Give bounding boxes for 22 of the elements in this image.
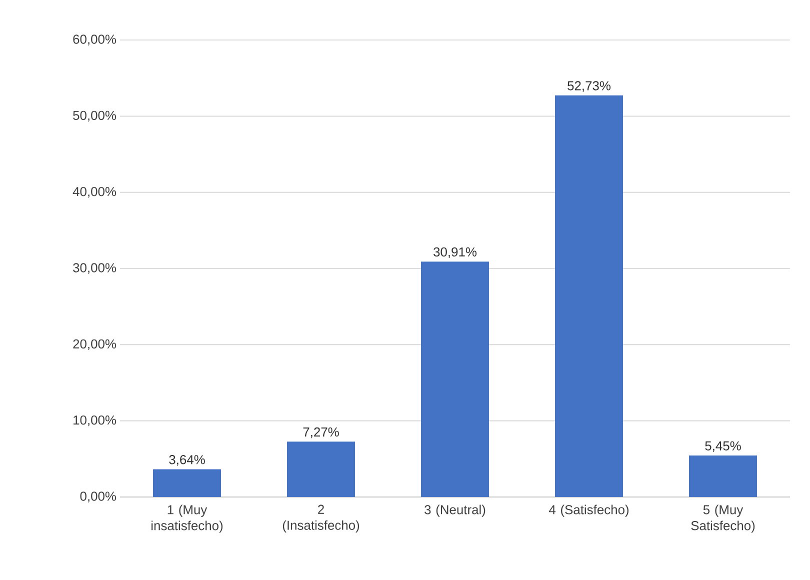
- x-tick-label: 1 (Muy insatisfecho): [152, 504, 223, 533]
- bar: [555, 95, 624, 497]
- y-tick-label: 60,00%: [73, 34, 116, 46]
- y-tick-label: 10,00%: [74, 415, 116, 426]
- data-label: 7,27%: [303, 427, 339, 438]
- y-tick-label: 40,00%: [72, 186, 116, 198]
- data-label: 3,64%: [169, 455, 205, 466]
- bar: [153, 469, 221, 497]
- x-tick-label: 3 (Neutral): [424, 504, 486, 517]
- bar: [421, 262, 490, 497]
- bar: [689, 455, 758, 497]
- y-tick-label: 30,00%: [73, 263, 116, 274]
- data-label: 30,91%: [434, 247, 477, 258]
- y-tick-label: 0,00%: [80, 492, 116, 502]
- bar: [287, 442, 355, 497]
- y-tick-label: 20,00%: [73, 339, 116, 350]
- x-tick-label: 4 (Satisfecho): [548, 504, 629, 517]
- data-label: 5,45%: [705, 441, 741, 452]
- x-tick-label: 5 (Muy Satisfecho): [691, 504, 755, 533]
- data-label: 52,73%: [568, 81, 611, 92]
- y-tick-label: 50,00%: [73, 110, 116, 122]
- x-tick-label: 2 (Insatisfecho): [282, 504, 360, 532]
